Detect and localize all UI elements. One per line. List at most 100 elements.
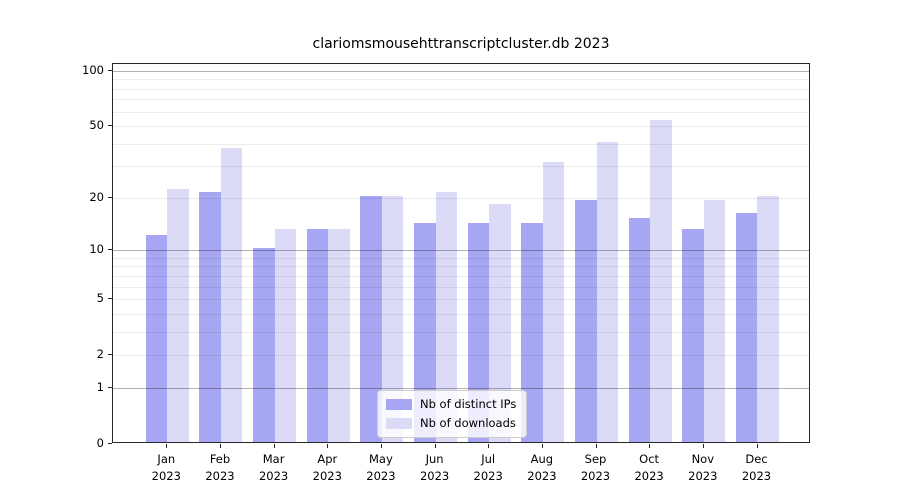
x-tick-month: Apr: [317, 452, 338, 466]
bar-nb-of-distinct-ips-apr: [306, 228, 329, 442]
x-tick-month: Sep: [584, 452, 607, 466]
x-tick-mark-may: [380, 444, 382, 448]
x-tick-mark-jul: [488, 444, 490, 448]
x-tick-label-jan: Jan 2023: [138, 451, 194, 485]
y-tick-label-50: 50: [89, 118, 104, 133]
bar-nb-of-downloads-nov: [703, 199, 726, 442]
x-tick-month: Dec: [745, 452, 768, 466]
x-tick-month: Feb: [209, 452, 231, 466]
y-tick-label-20: 20: [89, 189, 104, 204]
plot-area: Nb of distinct IPs Nb of downloads: [112, 63, 810, 443]
y-tick-label-100: 100: [82, 62, 104, 77]
x-tick-year: 2023: [151, 469, 181, 483]
x-tick-year: 2023: [205, 469, 235, 483]
bar-nb-of-distinct-ips-dec: [735, 213, 758, 442]
x-tick-mark-nov: [702, 444, 704, 448]
x-tick-label-feb: Feb 2023: [192, 451, 248, 485]
x-tick-mark-feb: [220, 444, 221, 448]
x-tick-year: 2023: [366, 469, 396, 483]
bar-nb-of-distinct-ips-feb: [199, 192, 221, 442]
x-tick-label-jul: Jul 2023: [460, 451, 516, 485]
y-tick-label-10: 10: [89, 242, 104, 257]
bar-nb-of-downloads-jun: [435, 192, 458, 442]
x-tick-year: 2023: [473, 469, 503, 483]
y-tick-label-5: 5: [96, 291, 104, 306]
x-tick-label-aug: Aug 2023: [514, 451, 570, 485]
y-tick-mark-20: [108, 196, 112, 198]
x-tick-mark-jun: [434, 444, 436, 448]
x-tick-month: Mar: [262, 452, 285, 466]
x-tick-month: May: [369, 452, 393, 466]
x-tick-mark-oct: [649, 444, 651, 448]
x-tick-month: Nov: [691, 452, 715, 466]
x-tick-mark-apr: [327, 444, 329, 448]
bar-nb-of-downloads-jul: [489, 204, 511, 442]
x-tick-mark-aug: [541, 444, 543, 448]
bar-nb-of-downloads-mar: [274, 228, 297, 442]
x-tick-mark-jan: [166, 444, 168, 448]
x-tick-label-dec: Dec 2023: [729, 451, 785, 485]
y-tick-mark-2: [108, 354, 112, 356]
x-tick-year: 2023: [312, 469, 342, 483]
legend-label-nb-of-distinct-ips: Nb of distinct IPs: [420, 397, 517, 411]
x-tick-label-oct: Oct 2023: [621, 451, 677, 485]
y-tick-mark-10: [108, 249, 112, 251]
y-tick-mark-1: [108, 387, 112, 388]
x-tick-label-may: May 2023: [353, 451, 409, 485]
x-tick-label-mar: Mar 2023: [246, 451, 302, 485]
bar-nb-of-downloads-apr: [328, 228, 350, 442]
y-tick-mark-100: [108, 69, 112, 71]
bar-nb-of-downloads-oct: [650, 119, 672, 442]
x-tick-mark-mar: [273, 444, 275, 448]
bar-nb-of-downloads-sep: [596, 141, 618, 442]
bar-nb-of-distinct-ips-may: [360, 195, 382, 442]
bar-nb-of-downloads-aug: [542, 161, 565, 442]
y-tick-label-1: 1: [96, 380, 104, 394]
bars-layer: [113, 64, 809, 442]
y-tick-mark-0: [108, 443, 112, 444]
legend-item-nb-of-distinct-ips: Nb of distinct IPs: [386, 397, 516, 411]
bar-nb-of-distinct-ips-nov: [682, 228, 704, 442]
x-tick-month: Oct: [639, 452, 660, 466]
x-tick-year: 2023: [419, 469, 450, 483]
legend: Nb of distinct IPs Nb of downloads: [377, 390, 528, 438]
x-tick-month: Jul: [481, 452, 496, 466]
bar-nb-of-distinct-ips-jan: [145, 234, 168, 442]
x-tick-year: 2023: [580, 469, 611, 483]
x-tick-month: Jun: [425, 452, 444, 466]
y-tick-label-0: 0: [96, 436, 104, 450]
x-tick-label-sep: Sep 2023: [568, 451, 624, 485]
bar-nb-of-distinct-ips-aug: [521, 223, 543, 442]
bar-nb-of-downloads-may: [381, 195, 404, 442]
x-tick-month: Jan: [157, 452, 176, 466]
x-tick-year: 2023: [741, 469, 772, 483]
bar-nb-of-distinct-ips-jul: [467, 223, 490, 442]
x-tick-year: 2023: [688, 469, 718, 483]
bar-nb-of-downloads-dec: [757, 195, 779, 442]
bar-nb-of-distinct-ips-jun: [414, 223, 436, 442]
legend-item-nb-of-downloads: Nb of downloads: [386, 416, 516, 430]
legend-layer: Nb of distinct IPs Nb of downloads: [113, 64, 809, 442]
x-tick-year: 2023: [634, 469, 664, 483]
x-tick-label-jun: Jun 2023: [407, 451, 463, 485]
bar-nb-of-downloads-jan: [167, 188, 189, 442]
x-tick-year: 2023: [258, 469, 289, 483]
x-tick-mark-dec: [756, 444, 758, 448]
bar-nb-of-distinct-ips-sep: [575, 199, 597, 442]
bar-nb-of-distinct-ips-mar: [253, 248, 275, 442]
x-tick-label-nov: Nov 2023: [675, 451, 731, 485]
x-tick-label-apr: Apr 2023: [299, 451, 355, 485]
legend-swatch-nb-of-downloads: [386, 417, 412, 429]
x-tick-mark-sep: [595, 444, 597, 448]
bar-nb-of-downloads-feb: [220, 147, 243, 442]
y-tick-mark-50: [108, 125, 112, 127]
legend-label-nb-of-downloads: Nb of downloads: [420, 416, 516, 430]
chart-title: clariomsmousehttranscriptcluster.db 2023: [312, 36, 610, 52]
legend-swatch-nb-of-distinct-ips: [386, 398, 412, 410]
x-tick-month: Aug: [530, 452, 554, 466]
y-tick-mark-5: [108, 298, 112, 300]
y-tick-label-2: 2: [96, 347, 104, 362]
bar-nb-of-distinct-ips-oct: [628, 217, 651, 442]
x-tick-year: 2023: [527, 469, 557, 483]
